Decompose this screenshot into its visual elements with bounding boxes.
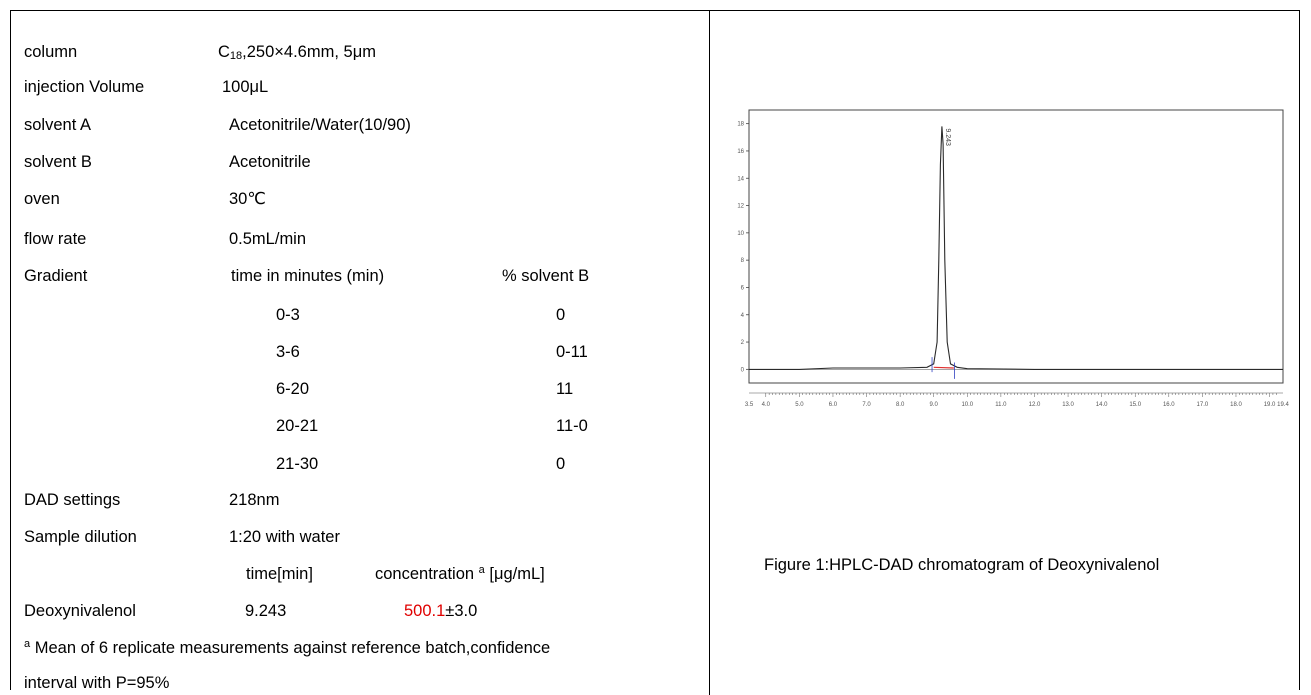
x-tick-label: 16.0 — [1163, 402, 1175, 408]
chromatogram-trace — [749, 126, 1283, 370]
solvent-a-value: Acetonitrile/Water(10/90) — [229, 116, 411, 134]
figure-caption: Figure 1:HPLC-DAD chromatogram of Deoxyn… — [764, 556, 1160, 574]
column-value: C18,250×4.6mm, 5μm — [218, 43, 376, 62]
gradient-time: 3-6 — [276, 343, 300, 361]
x-tick-label: 19.0 — [1264, 402, 1276, 408]
chromatogram-svg: 0 2 4 6 8 10 12 14 16 18 3.5 4.0 5.0 6.0 7.0 8.0 9.0 10.0… — [737, 109, 1289, 408]
y-tick-label: 6 — [741, 285, 745, 291]
x-tick-label: 9.0 — [930, 402, 939, 408]
gradient-time: 6-20 — [276, 380, 310, 398]
flow-rate-label: flow rate — [24, 230, 87, 248]
gradient-solvent: 0 — [556, 455, 566, 473]
flow-rate-value: 0.5mL/min — [229, 230, 307, 248]
analyte-name: Deoxynivalenol — [24, 602, 136, 620]
solvent-b-label: solvent B — [24, 153, 92, 171]
x-tick-label: 5.0 — [795, 402, 804, 408]
footnote-line-2: interval with P=95% — [24, 674, 170, 692]
results-conc-header: concentration a [μg/mL] — [375, 564, 545, 584]
x-tick-label: 6.0 — [829, 402, 838, 408]
gradient-solvent: 11 — [556, 380, 574, 398]
x-tick-label: 19.4 — [1277, 402, 1289, 408]
retention-time: 9.243 — [245, 602, 287, 620]
gradient-solvent-header: % solvent B — [502, 267, 590, 285]
y-tick-label: 12 — [737, 204, 744, 210]
x-tick-label: 11.0 — [995, 402, 1007, 408]
column-divider — [709, 10, 710, 695]
x-tick-label: 8.0 — [896, 402, 905, 408]
x-tick-label: 15.0 — [1129, 402, 1141, 408]
injection-value: 100μL — [222, 78, 269, 96]
oven-label: oven — [24, 190, 60, 208]
x-tick-label: 10.0 — [961, 402, 973, 408]
y-tick-label: 2 — [741, 340, 745, 346]
oven-value: 30℃ — [229, 190, 266, 208]
x-tick-label: 3.5 — [745, 402, 754, 408]
dilution-value: 1:20 with water — [229, 528, 340, 546]
concentration-value: 500.1±3.0 — [404, 602, 478, 620]
footnote-line-1: a Mean of 6 replicate measurements again… — [24, 638, 551, 658]
y-tick-label: 0 — [741, 367, 745, 373]
gradient-time: 0-3 — [276, 306, 300, 324]
x-tick-label: 14.0 — [1096, 402, 1108, 408]
gradient-solvent: 0 — [556, 306, 566, 324]
dilution-label: Sample dilution — [24, 528, 137, 546]
document-table — [10, 10, 1300, 690]
x-tick-label: 18.0 — [1230, 402, 1242, 408]
gradient-solvent: 0-11 — [556, 343, 588, 361]
column-label: column — [24, 43, 78, 61]
chromatogram: 0 2 4 6 8 10 12 14 16 18 3.5 4.0 5.0 6.0 7.0 8.0 9.0 10.0… — [728, 92, 1298, 462]
injection-label: injection Volume — [24, 78, 145, 96]
x-tick-label: 4.0 — [762, 402, 771, 408]
y-tick-label: 18 — [737, 122, 744, 128]
peak-integration-baseline — [933, 366, 954, 369]
gradient-label: Gradient — [24, 267, 88, 285]
y-tick-label: 14 — [737, 176, 744, 182]
peak-label: 9.243 — [944, 128, 951, 146]
y-tick-label: 4 — [741, 313, 745, 319]
gradient-time: 20-21 — [276, 417, 319, 435]
gradient-time-header: time in minutes (min) — [231, 267, 385, 285]
gradient-time: 21-30 — [276, 455, 319, 473]
solvent-a-label: solvent A — [24, 116, 91, 134]
x-tick-label: 17.0 — [1197, 402, 1209, 408]
gradient-solvent: 11-0 — [556, 417, 588, 435]
x-tick-label: 12.0 — [1029, 402, 1041, 408]
x-tick-label: 7.0 — [862, 402, 871, 408]
results-time-header: time[min] — [246, 565, 313, 583]
y-tick-label: 16 — [737, 149, 744, 155]
solvent-b-value: Acetonitrile — [229, 153, 311, 171]
dad-value: 218nm — [229, 491, 280, 509]
y-tick-label: 10 — [737, 231, 744, 237]
dad-label: DAD settings — [24, 491, 121, 509]
x-tick-label: 13.0 — [1062, 402, 1074, 408]
plot-frame — [748, 109, 1284, 384]
y-tick-label: 8 — [741, 258, 745, 264]
